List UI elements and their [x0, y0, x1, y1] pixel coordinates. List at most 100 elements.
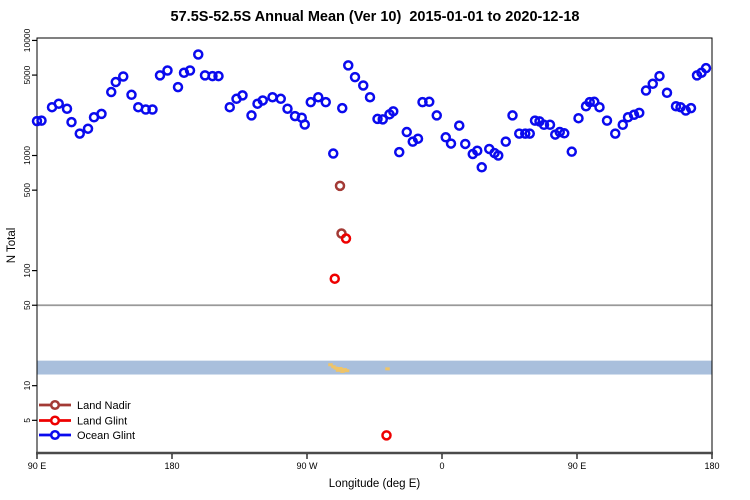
ocean-glint-point	[460, 138, 471, 150]
ocean-glint-point	[601, 115, 613, 126]
ocean-glint-point	[118, 71, 129, 82]
ocean-glint-point	[524, 128, 535, 139]
y-tick-label: 10000	[22, 28, 32, 52]
ocean-glint-point	[507, 110, 518, 121]
ocean-glint-point	[313, 91, 324, 103]
ocean-glint-point	[529, 115, 541, 126]
ocean-glint-point	[514, 128, 525, 139]
ocean-glint-point	[680, 105, 691, 116]
ocean-glint-point	[670, 100, 682, 112]
ocean-glint-point	[654, 70, 665, 82]
ocean-glint-point	[554, 126, 565, 138]
ocean-glint-point	[299, 119, 310, 130]
ocean-glint-point	[224, 101, 235, 113]
x-axis-title: Longitude (deg E)	[329, 478, 421, 490]
legend-item-land-glint-marker	[49, 415, 61, 426]
ocean-glint-point	[184, 65, 196, 76]
x-tick-label: 180	[704, 461, 719, 471]
ocean-glint-point	[337, 102, 348, 114]
ocean-glint-point	[36, 115, 47, 126]
y-tick-label: 1000	[22, 146, 32, 165]
ocean-glint-point	[358, 80, 369, 91]
ocean-glint-point	[246, 110, 257, 121]
legend-item-land-nadir-marker	[49, 399, 61, 411]
ocean-glint-point	[213, 70, 224, 82]
ocean-glint-point	[685, 102, 697, 114]
y-axis-title: N Total	[6, 228, 18, 264]
ocean-glint-point	[584, 96, 595, 108]
ocean-glint-point	[349, 71, 361, 83]
y-tick-label: 50	[22, 300, 32, 310]
ocean-glint-point	[96, 108, 107, 120]
yellow-mark	[333, 366, 338, 370]
ocean-glint-point	[267, 91, 278, 103]
ocean-glint-point	[377, 114, 388, 125]
ocean-glint-point	[573, 112, 584, 124]
ocean-glint-point	[388, 106, 399, 117]
ocean-glint-point	[559, 128, 570, 139]
land-glint-point	[340, 233, 352, 244]
ocean-glint-point	[66, 116, 77, 128]
ocean-glint-point	[454, 120, 465, 131]
yellow-mark	[335, 368, 341, 372]
ocean-glint-point	[394, 146, 405, 158]
ocean-glint-point	[476, 162, 487, 173]
plot-border	[36, 37, 713, 454]
y-tick-label: 100	[22, 263, 32, 277]
ocean-glint-point	[610, 128, 621, 139]
ocean-glint-point	[172, 81, 184, 93]
ocean-glint-point	[661, 87, 673, 99]
ocean-glint-point	[74, 128, 85, 139]
y-tick-label: 10	[22, 381, 32, 391]
y-tick-label: 5000	[22, 65, 32, 84]
ocean-glint-point	[634, 107, 645, 119]
ocean-glint-point	[106, 86, 117, 98]
ocean-glint-point	[126, 89, 137, 101]
ocean-glint-point	[440, 132, 451, 143]
ocean-glint-point	[110, 76, 121, 88]
ocean-glint-point	[500, 136, 511, 147]
ocean-glint-point	[328, 148, 339, 159]
ocean-glint-point	[305, 96, 316, 108]
legend-item-land-glint-label: Land Glint	[77, 416, 127, 428]
ocean-glint-point	[343, 60, 354, 71]
ocean-glint-point	[282, 103, 293, 114]
yellow-mark	[344, 369, 350, 373]
ocean-glint-point	[594, 101, 605, 113]
ocean-glint-point	[412, 133, 424, 144]
land-glint-point	[381, 430, 392, 441]
ocean-glint-point	[53, 98, 64, 109]
land-glint-point	[329, 273, 340, 284]
land-nadir-point	[334, 180, 346, 192]
ocean-glint-point	[257, 95, 268, 106]
ocean-glint-point	[640, 85, 652, 96]
yellow-mark	[338, 367, 343, 371]
x-tick-label: 90 E	[28, 461, 47, 471]
ocean-glint-point	[193, 49, 204, 60]
ocean-glint-point	[424, 96, 435, 108]
y-tick-label: 5	[22, 418, 32, 423]
ocean-glint-point	[566, 146, 577, 157]
ocean-glint-point	[700, 62, 712, 74]
ocean-glint-point	[372, 113, 383, 125]
chart-title: 57.5S-52.5S Annual Mean (Ver 10) 2015-01…	[170, 9, 580, 25]
yellow-mark	[340, 369, 345, 373]
ocean-glint-point	[237, 90, 248, 101]
ocean-glint-point	[207, 70, 218, 82]
yellow-mark	[385, 367, 390, 371]
legend-item-ocean-glint-label: Ocean Glint	[77, 430, 135, 442]
x-tick-label: 0	[439, 461, 444, 471]
ocean-glint-point	[647, 78, 658, 90]
ocean-glint-point	[445, 138, 457, 149]
ocean-glint-point	[364, 91, 376, 103]
ocean-glint-point	[538, 119, 550, 131]
ocean-glint-point	[154, 70, 166, 81]
ocean-glint-point	[275, 93, 286, 105]
ocean-glint-point	[147, 104, 158, 115]
ocean-glint-point	[617, 119, 628, 131]
ocean-glint-point	[320, 96, 331, 108]
ocean-glint-point	[401, 126, 412, 138]
ocean-glint-point	[589, 96, 600, 108]
